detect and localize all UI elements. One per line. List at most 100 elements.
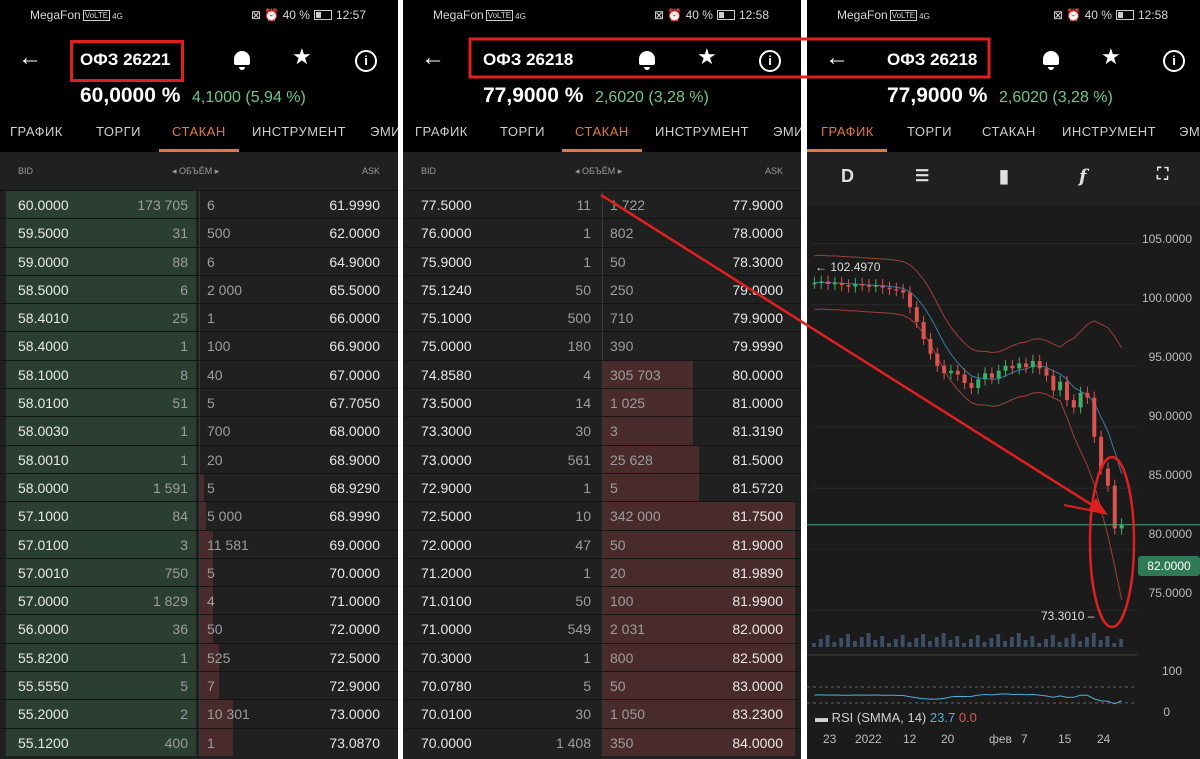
tab-chart[interactable]: ГРАФИК bbox=[415, 124, 468, 139]
order-book-row[interactable]: 58.5000 6 2 000 65.5000 bbox=[0, 274, 398, 304]
order-book-row[interactable]: 73.5000 14 1 025 81.0000 bbox=[403, 388, 801, 417]
tab-orderbook[interactable]: СТАКАН bbox=[982, 124, 1036, 139]
volume-header[interactable]: ◂ ОБЪЁМ ▸ bbox=[575, 166, 623, 176]
bell-plus-icon[interactable] bbox=[1043, 51, 1059, 70]
order-book-row[interactable]: 77.5000 11 1 722 77.9000 bbox=[403, 190, 801, 219]
order-book-row[interactable]: 57.0000 1 829 4 71.0000 bbox=[0, 586, 398, 615]
order-book-row[interactable]: 55.8200 1 525 72.5000 bbox=[0, 642, 398, 672]
bid-volume: 84 bbox=[172, 508, 188, 525]
order-book-row[interactable]: 60.0000 173 705 6 61.9990 bbox=[0, 190, 398, 219]
order-book-row[interactable]: 58.0030 1 700 68.0000 bbox=[0, 416, 398, 445]
candle-body bbox=[1105, 468, 1110, 486]
info-icon[interactable]: i bbox=[355, 50, 377, 72]
ask-volume-bar bbox=[200, 502, 206, 530]
order-book-row[interactable]: 59.0000 88 6 64.9000 bbox=[0, 246, 398, 275]
order-book-row[interactable]: 75.1000 500 710 79.9000 bbox=[403, 303, 801, 332]
star-plus-icon[interactable]: ★ bbox=[292, 44, 312, 69]
order-book-row[interactable]: 72.9000 1 5 81.5720 bbox=[403, 472, 801, 502]
interval-button[interactable]: D bbox=[841, 166, 854, 186]
volume-header[interactable]: ◂ ОБЪЁМ ▸ bbox=[172, 166, 220, 176]
order-book-row[interactable]: 75.9000 1 50 78.3000 bbox=[403, 246, 801, 275]
ask-volume: 1 722 bbox=[610, 197, 646, 213]
order-book-row[interactable]: 70.0000 1 408 350 84.0000 bbox=[403, 727, 801, 756]
bell-plus-icon[interactable] bbox=[234, 51, 250, 70]
tab-issuer[interactable]: ЭМИ bbox=[1179, 124, 1200, 139]
bell-plus-icon[interactable] bbox=[639, 51, 655, 70]
tab-issuer[interactable]: ЭМИ bbox=[370, 124, 398, 139]
tab-chart[interactable]: ГРАФИК bbox=[10, 124, 63, 139]
ask-price: 83.0000 bbox=[732, 678, 783, 695]
info-icon[interactable]: i bbox=[1163, 50, 1185, 72]
order-book-row[interactable]: 58.4000 1 100 66.9000 bbox=[0, 331, 398, 360]
center-divider bbox=[602, 502, 603, 530]
candlestick-chart[interactable]: 105.0000 100.0000 95.0000 90.0000 85.000… bbox=[807, 207, 1200, 759]
candle-body bbox=[1024, 363, 1029, 368]
order-book-row[interactable]: 75.0000 180 390 79.9990 bbox=[403, 331, 801, 360]
order-book-row[interactable]: 75.1240 50 250 79.0000 bbox=[403, 274, 801, 304]
bid-price: 58.4000 bbox=[18, 338, 69, 355]
order-book-row[interactable]: 58.0000 1 591 5 68.9290 bbox=[0, 472, 398, 502]
order-book-row[interactable]: 71.0000 549 2 031 82.0000 bbox=[403, 614, 801, 643]
tab-trades[interactable]: ТОРГИ bbox=[96, 124, 142, 139]
tab-instrument[interactable]: ИНСТРУМЕНТ bbox=[1062, 124, 1157, 139]
order-book-row[interactable]: 70.0780 5 50 83.0000 bbox=[403, 671, 801, 700]
tab-trades[interactable]: ТОРГИ bbox=[907, 124, 953, 139]
order-book-row[interactable]: 70.3000 1 800 82.5000 bbox=[403, 642, 801, 672]
star-plus-icon[interactable]: ★ bbox=[1101, 44, 1121, 69]
order-book-header: BID ◂ ОБЪЁМ ▸ ASK bbox=[0, 152, 398, 190]
tab-orderbook[interactable]: СТАКАН bbox=[575, 124, 629, 139]
ask-price: 68.9000 bbox=[329, 451, 380, 468]
bid-volume: 11 bbox=[576, 197, 591, 213]
center-divider bbox=[602, 728, 603, 756]
candle-body bbox=[914, 307, 919, 322]
order-book-row[interactable]: 76.0000 1 802 78.0000 bbox=[403, 218, 801, 247]
tab-issuer[interactable]: ЭМИ bbox=[773, 124, 801, 139]
status-bar: MegaFon VoLTE 4G ⊠ ⏰ 40 % 12:58 bbox=[403, 0, 801, 30]
order-book-row[interactable]: 71.2000 1 20 81.9890 bbox=[403, 557, 801, 587]
tab-trades[interactable]: ТОРГИ bbox=[500, 124, 546, 139]
volume-bar bbox=[996, 634, 1001, 647]
order-book-row[interactable]: 73.3000 30 3 81.3190 bbox=[403, 416, 801, 445]
order-book-row[interactable]: 58.0100 51 5 67.7050 bbox=[0, 388, 398, 417]
fullscreen-icon[interactable]: ⛶ bbox=[1157, 166, 1169, 183]
bid-price: 76.0000 bbox=[421, 225, 472, 242]
order-book-row[interactable]: 57.0100 3 11 581 69.0000 bbox=[0, 529, 398, 558]
order-book-row[interactable]: 72.5000 10 342 000 81.7500 bbox=[403, 501, 801, 530]
phone-screen-1: MegaFon VoLTE 4G ⊠ ⏰ 40 % 12:57 ← ОФЗ 26221… bbox=[0, 0, 398, 759]
bid-price: 58.1000 bbox=[18, 366, 69, 383]
order-book-row[interactable]: 55.2000 2 10 301 73.0000 bbox=[0, 699, 398, 728]
function-icon[interactable]: f bbox=[1079, 166, 1087, 187]
info-icon[interactable]: i bbox=[759, 50, 781, 72]
order-book-row[interactable]: 72.0000 47 50 81.9000 bbox=[403, 529, 801, 558]
order-book-row[interactable]: 58.1000 8 40 67.0000 bbox=[0, 359, 398, 389]
tab-instrument[interactable]: ИНСТРУМЕНТ bbox=[252, 124, 347, 139]
ask-volume-bar bbox=[200, 558, 214, 587]
ask-price: 81.7500 bbox=[732, 508, 783, 525]
order-book-row[interactable]: 57.1000 84 5 000 68.9990 bbox=[0, 501, 398, 530]
tab-chart[interactable]: ГРАФИК bbox=[821, 124, 874, 139]
top-bar: ← ОФЗ 26218 ★ i bbox=[403, 38, 801, 82]
order-book-row[interactable]: 56.0000 36 50 72.0000 bbox=[0, 614, 398, 643]
ask-price: 77.9000 bbox=[732, 197, 783, 213]
back-arrow-icon[interactable]: ← bbox=[825, 44, 849, 71]
settings-sliders-icon[interactable]: ☰ bbox=[915, 168, 930, 185]
bid-price: 59.5000 bbox=[18, 225, 69, 242]
order-book-row[interactable]: 74.8580 4 305 703 80.0000 bbox=[403, 359, 801, 389]
candle-type-icon[interactable]: ▮ bbox=[999, 166, 1009, 186]
order-book-row[interactable]: 59.5000 31 500 62.0000 bbox=[0, 218, 398, 247]
order-book-row[interactable]: 55.1200 400 1 73.0870 bbox=[0, 727, 398, 756]
back-arrow-icon[interactable]: ← bbox=[18, 44, 42, 71]
order-book-row[interactable]: 71.0100 50 100 81.9900 bbox=[403, 586, 801, 615]
back-arrow-icon[interactable]: ← bbox=[421, 44, 445, 71]
star-plus-icon[interactable]: ★ bbox=[697, 44, 717, 69]
order-book-row[interactable]: 55.5550 5 7 72.9000 bbox=[0, 671, 398, 700]
volume-bar bbox=[893, 639, 898, 647]
order-book-row[interactable]: 57.0010 750 5 70.0000 bbox=[0, 557, 398, 587]
order-book-row[interactable]: 58.4010 25 1 66.0000 bbox=[0, 303, 398, 332]
order-book-row[interactable]: 73.0000 561 25 628 81.5000 bbox=[403, 444, 801, 473]
tab-orderbook[interactable]: СТАКАН bbox=[172, 124, 226, 139]
tab-instrument[interactable]: ИНСТРУМЕНТ bbox=[655, 124, 750, 139]
ask-price: 78.0000 bbox=[732, 225, 783, 242]
order-book-row[interactable]: 70.0100 30 1 050 83.2300 bbox=[403, 699, 801, 728]
order-book-row[interactable]: 58.0010 1 20 68.9000 bbox=[0, 444, 398, 473]
